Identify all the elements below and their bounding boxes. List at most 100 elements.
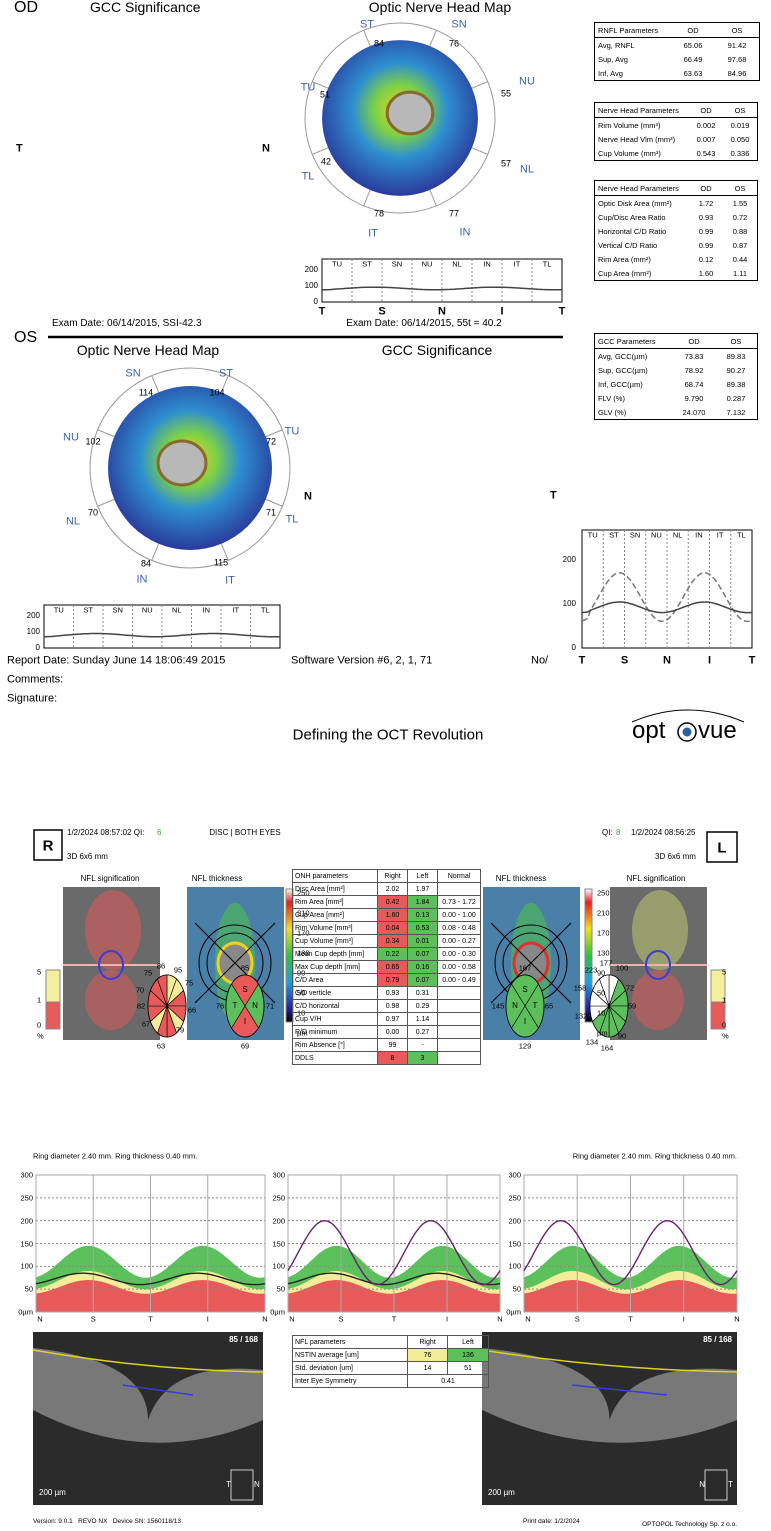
direction-label: T	[728, 1480, 733, 1489]
sector-value: 70	[135, 985, 145, 995]
table-cell: 1.72	[698, 198, 714, 208]
table-cell: 0.04	[377, 921, 408, 935]
table-cell: 51	[447, 1361, 489, 1375]
parameter-table: GCC Parameters OD OS Avg, GCC(µm) 73.83 89.83…	[594, 333, 758, 420]
retina-layer	[33, 1348, 263, 1443]
y-tick-label: 50	[512, 1284, 521, 1294]
table-cell: OS	[723, 102, 758, 118]
table-cell: 24.070	[682, 407, 706, 417]
y-tick-label: 250	[20, 1193, 33, 1203]
table-cell: Sup, GCC(µm)	[598, 365, 648, 375]
table-cell: Left	[407, 869, 438, 883]
quality-index: 8	[616, 828, 621, 837]
x-tick-label: N	[663, 654, 671, 667]
table-cell: 0.53	[407, 921, 438, 935]
table-cell: 0.79	[377, 973, 408, 987]
table-cell: 9.790	[684, 393, 704, 403]
table-cell: OD	[673, 333, 715, 349]
table-cell: 1.84	[407, 895, 438, 909]
sector-value: 57	[500, 158, 512, 169]
quadrant-name: N	[512, 1001, 518, 1010]
y-tick-label: 200	[304, 264, 318, 274]
sector-name: SN	[391, 259, 403, 269]
table-row: NSTIN average [um] 76 136	[292, 1348, 489, 1362]
table-cell: Disc Area [mm²]	[292, 882, 378, 896]
table-row: FLV (%) 9.790 0.287	[595, 391, 758, 405]
sector-name: IT	[368, 227, 378, 240]
table-cell: 2.02	[377, 882, 408, 896]
significance-label: %	[722, 1031, 729, 1041]
sector-name: ST	[359, 18, 375, 31]
sector-value: 104	[209, 387, 225, 398]
ring-divider	[97, 429, 115, 438]
table-cell: 0.08 - 0.48	[437, 921, 481, 935]
table-cell: 78.92	[684, 365, 704, 375]
table-cell: 0.93	[377, 986, 408, 1000]
table-cell: 0.01	[407, 934, 438, 948]
table-cell: 0.00 - 0.27	[437, 934, 481, 948]
bscan-index: 85 / 168	[703, 1335, 732, 1344]
parameter-table: Nerve Head Parameters OD OS Optic Disk Area…	[594, 180, 758, 281]
sector-name: IN	[459, 226, 471, 239]
table-cell: OS	[715, 22, 760, 38]
sector-value: 55	[500, 88, 512, 99]
sector-name: IN	[136, 573, 148, 586]
table-row: Rim Volume (mm³) 0.002 0.019	[595, 118, 758, 133]
table-cell: 136	[447, 1348, 489, 1362]
optic-disc	[385, 90, 435, 136]
ring-divider	[151, 543, 160, 561]
sector-value: 223	[584, 965, 598, 975]
table-cell: 0.543	[696, 148, 716, 158]
logo-arc	[631, 709, 745, 723]
software-version: Software Version #6, 2, 1, 71	[291, 654, 433, 667]
direction-label: N	[254, 1480, 260, 1489]
table-cell: 0.00 - 0.49	[437, 973, 481, 987]
sector-name: SN	[125, 367, 141, 380]
table-cell: 0.44	[732, 254, 748, 264]
report-date: Report Date: Sunday June 14 18:06:49 201…	[7, 654, 226, 667]
exam-date: Exam Date: 06/14/2015, SSI-42.3	[52, 318, 202, 329]
ring-divider	[471, 81, 488, 89]
table-row: Avg, GCC(µm) 73.83 89.83	[595, 349, 758, 364]
table-cell: OD	[689, 180, 723, 196]
disc-line	[571, 1384, 668, 1396]
y-tick-label: 200	[20, 1215, 33, 1225]
x-tick-label: T	[558, 305, 566, 318]
table-cell	[437, 999, 481, 1013]
disc-outline	[98, 950, 124, 980]
x-tick-label: T	[148, 1314, 153, 1324]
parameter-table: Nerve Head Parameters OD OS Rim Volume (mm³…	[594, 102, 758, 161]
table-cell: 0.93	[698, 212, 714, 222]
table-cell	[437, 1025, 481, 1039]
x-tick-label: N	[289, 1314, 295, 1324]
quadrant-name: N	[252, 1001, 258, 1010]
table-cell: R/D minimum	[292, 1025, 378, 1039]
sector-name: NU	[141, 605, 153, 615]
x-tick-label: S	[338, 1314, 344, 1324]
x-tick-label: I	[500, 305, 504, 318]
thickness-colorbar	[584, 888, 593, 1023]
table-cell: OD	[671, 22, 715, 38]
table-row: Sup, GCC(µm) 78.92 90.27	[595, 363, 758, 377]
sector-value: 72	[265, 436, 277, 447]
table-cell: 89.38	[726, 379, 746, 389]
table-cell: Inf, Avg	[598, 68, 623, 78]
y-tick-label: 250	[508, 1193, 521, 1203]
report-number: No/	[531, 654, 549, 667]
significance-overlay	[85, 890, 141, 970]
sector-name: NU	[63, 431, 79, 444]
sector-value: 77	[448, 208, 460, 219]
y-tick-label: 50	[24, 1284, 33, 1294]
sector-name: TL	[542, 259, 552, 269]
table-cell: ONH parameters	[292, 869, 378, 883]
table-cell: 0.65	[377, 960, 408, 974]
report-title: DISC | BOTH EYES	[209, 828, 281, 837]
table-cell: 0.72	[732, 212, 748, 222]
ring-divider	[97, 498, 115, 507]
table-cell: 1.60	[377, 908, 408, 922]
print-date: Print date: 1/2/2024	[523, 1517, 580, 1525]
table-cell: 0.00 - 0.58	[437, 960, 481, 974]
table-cell: 65.06	[683, 40, 703, 50]
